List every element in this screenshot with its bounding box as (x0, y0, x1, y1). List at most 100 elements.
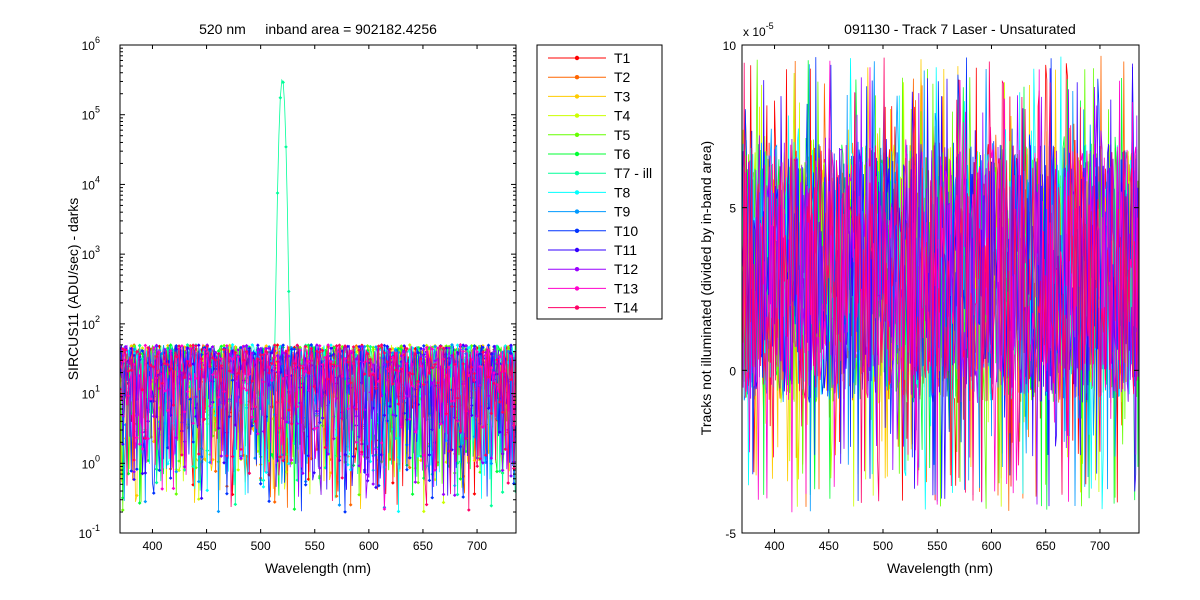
left-data-point (497, 355, 502, 359)
left-data-point (489, 503, 494, 508)
left-data-point (360, 344, 364, 349)
left-data-point (320, 348, 325, 353)
left-data-point (436, 381, 440, 385)
left-plot-frame (119, 44, 517, 534)
left-data-point (143, 343, 148, 348)
left-data-point (343, 452, 347, 457)
left-y-tick-base: 10 (82, 178, 96, 192)
left-data-point (402, 353, 406, 357)
left-data-point (140, 447, 145, 451)
left-data-point (481, 461, 485, 465)
left-data-point (427, 371, 432, 375)
left-data-point (165, 362, 170, 367)
left-data-point (213, 350, 218, 355)
left-data-point (281, 458, 285, 463)
left-data-point (455, 396, 460, 401)
left-data-point (140, 471, 145, 476)
left-data-point (379, 441, 384, 445)
left-data-point (236, 468, 240, 472)
left-data-point (284, 349, 288, 354)
left-data-point (486, 375, 491, 379)
left-data-point (230, 343, 235, 347)
legend-label: T8 (614, 184, 631, 200)
left-data-point (157, 468, 162, 473)
left-data-point (382, 351, 387, 355)
left-data-point (329, 362, 333, 366)
left-data-point (219, 454, 224, 458)
left-y-tick-label: 105 (82, 105, 100, 123)
left-data-point (236, 348, 240, 352)
left-data-point (486, 394, 491, 398)
left-data-point (340, 476, 345, 480)
left-data-point (315, 343, 319, 347)
left-series-line (120, 344, 516, 510)
legend-label: T6 (614, 146, 631, 162)
left-data-point (177, 459, 181, 463)
left-data-point (256, 343, 260, 348)
legend-item: T10 (548, 223, 638, 239)
legend-label: T2 (614, 69, 631, 85)
left-data-point (289, 421, 294, 426)
left-data-point (196, 452, 201, 456)
left-data-point (416, 480, 421, 485)
left-y-tick-label: 104 (82, 174, 100, 192)
left-data-point (365, 351, 370, 356)
left-data-point (354, 345, 359, 350)
left-data-point (180, 344, 184, 348)
left-data-point (174, 492, 179, 496)
left-data-point (509, 354, 513, 359)
left-data-point (317, 350, 322, 355)
left-data-point (368, 357, 373, 362)
left-data-point (168, 349, 173, 353)
right-x-tick-label: 400 (765, 539, 785, 553)
left-data-point (256, 348, 260, 353)
legend-label: T4 (614, 108, 631, 124)
left-data-point (309, 346, 314, 351)
left-data-point (199, 357, 204, 361)
left-y-tick-label: 100 (82, 453, 100, 471)
left-data-point (261, 485, 266, 489)
left-x-tick-label: 400 (142, 539, 162, 553)
legend-marker (574, 247, 580, 253)
left-data-point (362, 407, 367, 412)
left-data-point (210, 457, 215, 462)
left-data-point (438, 422, 443, 426)
left-data-point (441, 492, 446, 497)
legend-label: T5 (614, 127, 631, 143)
left-data-point (413, 352, 418, 356)
left-data-point (478, 364, 482, 369)
legend-item: T8 (548, 184, 631, 200)
left-data-point (416, 454, 421, 458)
legend-marker (574, 132, 580, 137)
left-data-point (497, 400, 502, 404)
left-data-point (286, 461, 291, 466)
left-data-point (270, 351, 274, 355)
right-x-tick-label: 550 (927, 539, 947, 553)
left-data-point (292, 361, 297, 366)
left-data-point (407, 343, 412, 347)
left-data-point (289, 458, 294, 462)
left-data-point (196, 343, 201, 348)
left-data-point (239, 345, 243, 350)
left-data-point (337, 343, 342, 348)
left-data-point (497, 469, 502, 474)
left-data-point (407, 465, 412, 470)
left-data-point (500, 468, 505, 473)
left-data-point (202, 417, 207, 422)
left-data-point (264, 470, 269, 475)
left-data-point (196, 497, 201, 501)
left-data-point (140, 346, 145, 350)
left-data-point (149, 397, 153, 401)
right-y-multiplier-exp: -5 (766, 21, 774, 31)
right-y-axis: 10 5 0 -5 (723, 39, 1139, 541)
left-data-point (481, 425, 485, 429)
left-data-point (419, 364, 423, 369)
left-data-point (413, 429, 418, 434)
left-data-point (450, 404, 454, 409)
left-data-point (393, 368, 398, 372)
left-data-point (396, 346, 401, 351)
left-data-point (326, 452, 331, 456)
left-data-point (301, 471, 305, 476)
right-plot-frame (741, 44, 1140, 534)
